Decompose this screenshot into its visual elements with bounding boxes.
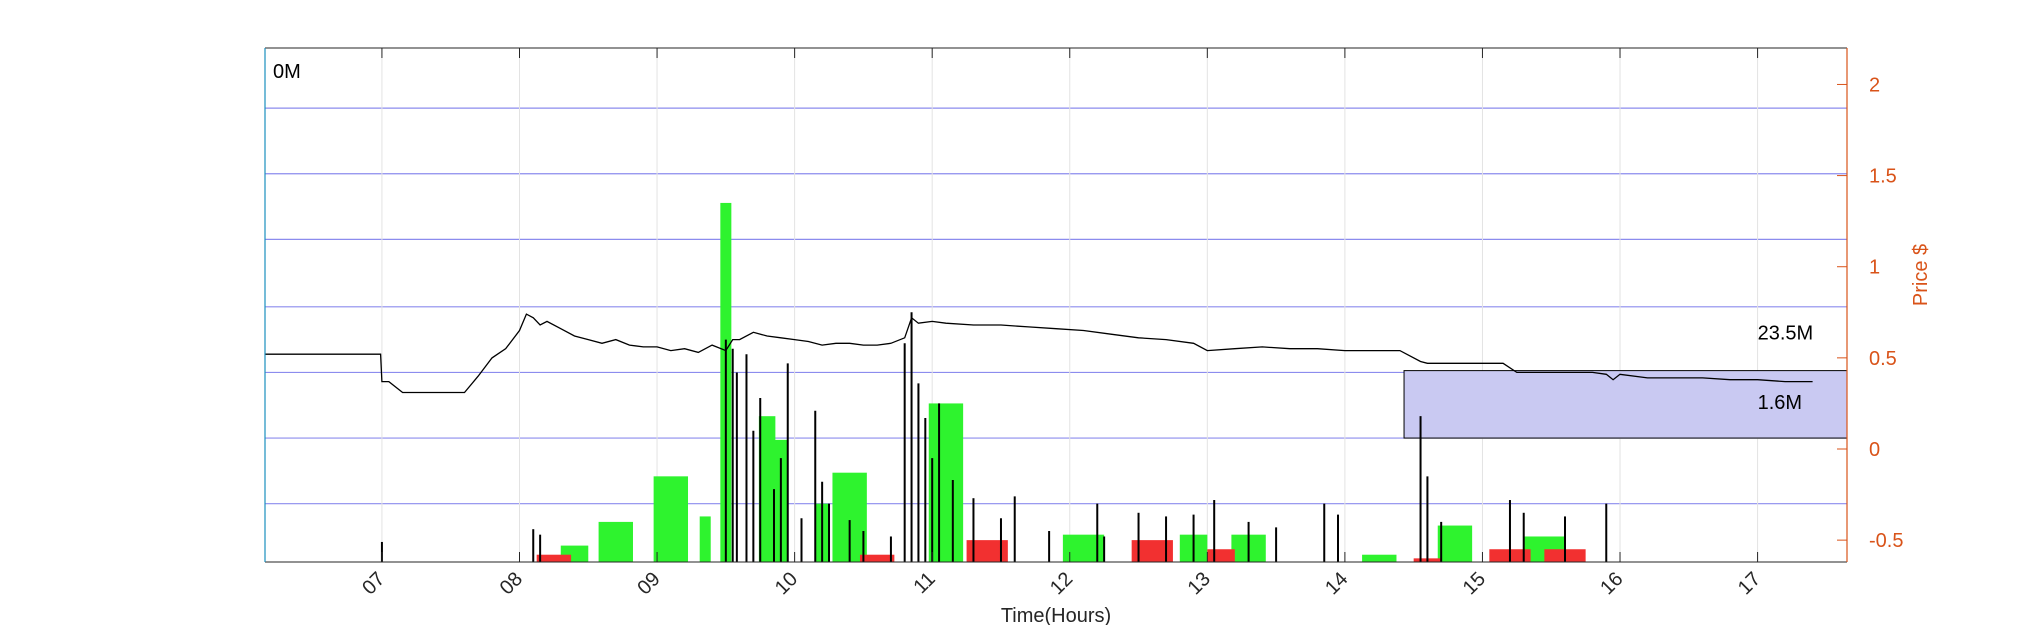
- price-line: [265, 313, 1813, 394]
- green-bar: [598, 521, 633, 562]
- green-bar: [758, 416, 776, 562]
- plot-area: [265, 48, 1847, 562]
- y-tick-label: 1.5: [1869, 166, 1897, 188]
- axes: [264, 47, 1848, 563]
- y-tick-label: 2: [1869, 74, 1880, 96]
- annotation-upper-right: 23.5M: [1758, 323, 1814, 345]
- annotation-top-left: 0M: [273, 61, 301, 83]
- horizontal-grid: [265, 107, 1847, 505]
- red-bar: [1131, 540, 1173, 562]
- green-bar: [1437, 525, 1473, 562]
- red-bar: [536, 554, 572, 562]
- price-line-series: [265, 313, 1813, 394]
- green-bar: [1362, 554, 1397, 562]
- y-tick-label: 1: [1869, 257, 1880, 279]
- y-axis-ticks: -0.5 0 0.5 1 1.5 2: [1837, 74, 1903, 552]
- spike-series: [380, 312, 1608, 562]
- red-bar: [859, 554, 895, 562]
- annotation-lower-right: 1.6M: [1758, 392, 1802, 414]
- green-bar: [699, 516, 711, 562]
- y-axis-label-right: Price $: [1910, 244, 1932, 306]
- green-bar: [928, 403, 964, 562]
- y-tick-label: 0.5: [1869, 348, 1897, 370]
- red-bar: [966, 540, 1008, 562]
- green-bar: [653, 476, 689, 562]
- y-tick-label: 0: [1869, 439, 1880, 461]
- red-bar: [1207, 549, 1235, 562]
- y-tick-label: -0.5: [1869, 530, 1903, 552]
- x-axis-label: Time(Hours): [1001, 605, 1111, 625]
